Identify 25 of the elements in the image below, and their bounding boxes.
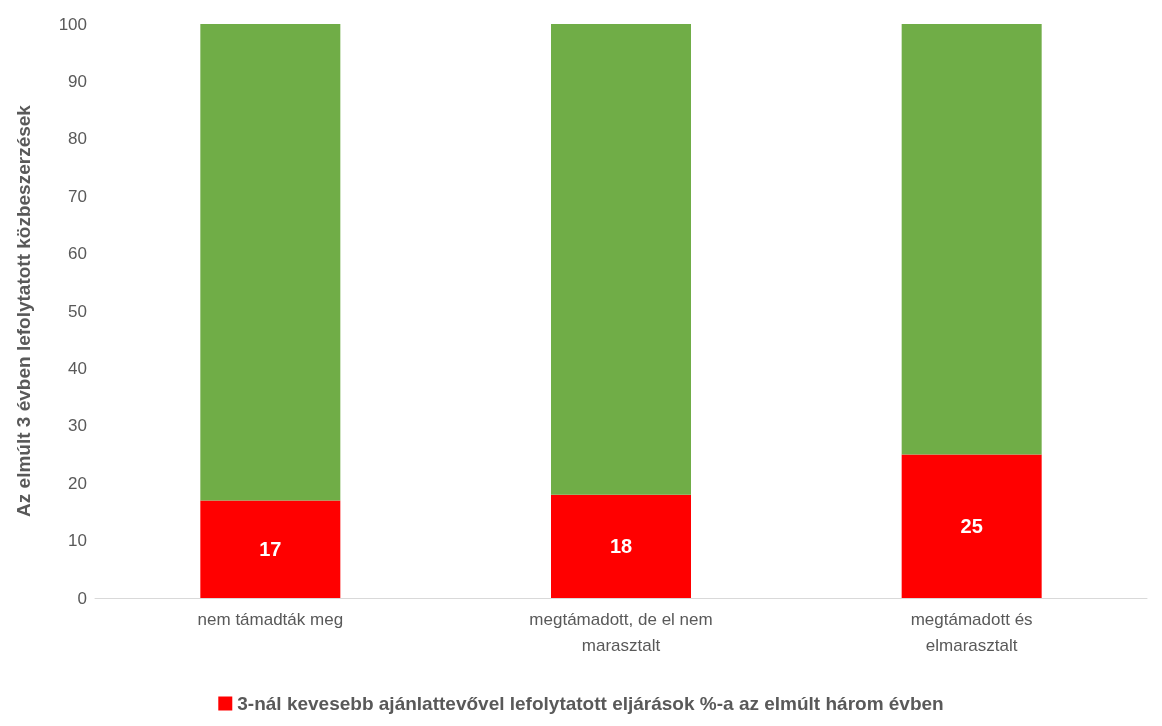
data-label: 17	[259, 538, 282, 561]
bar	[901, 454, 1042, 598]
bar	[901, 24, 1042, 455]
data-label: 25	[960, 515, 983, 538]
y-tick-label: 0	[77, 588, 87, 608]
bar	[551, 494, 691, 598]
x-tick-label: megtámadott, de el nem marasztalt	[529, 609, 713, 655]
y-tick-label: 10	[68, 531, 87, 551]
y-tick-label: 90	[68, 71, 87, 91]
y-tick-label: 30	[68, 416, 87, 436]
y-tick-label: 50	[68, 301, 87, 321]
y-tick-label: 100	[58, 14, 87, 34]
y-tick-label: 70	[68, 186, 87, 206]
legend-label: 3-nál kevesebb ajánlattevővel lefolytatott eljárások %-a az elmúlt három évben	[237, 693, 944, 714]
y-tick-label: 80	[68, 129, 87, 149]
y-tick-label: 40	[68, 358, 87, 378]
x-tick-label: megtámadott és elmarasztalt	[910, 609, 1033, 655]
bar	[200, 500, 341, 598]
y-tick-label: 60	[68, 244, 87, 264]
x-tick-label: nem támadták meg	[197, 609, 344, 629]
data-label: 18	[609, 535, 633, 558]
y-tick-label: 20	[68, 473, 87, 493]
bar	[551, 24, 691, 495]
y-axis-title: Az elmúlt 3 évben lefolytatott közbeszerzések	[13, 104, 34, 517]
bar	[200, 24, 341, 501]
